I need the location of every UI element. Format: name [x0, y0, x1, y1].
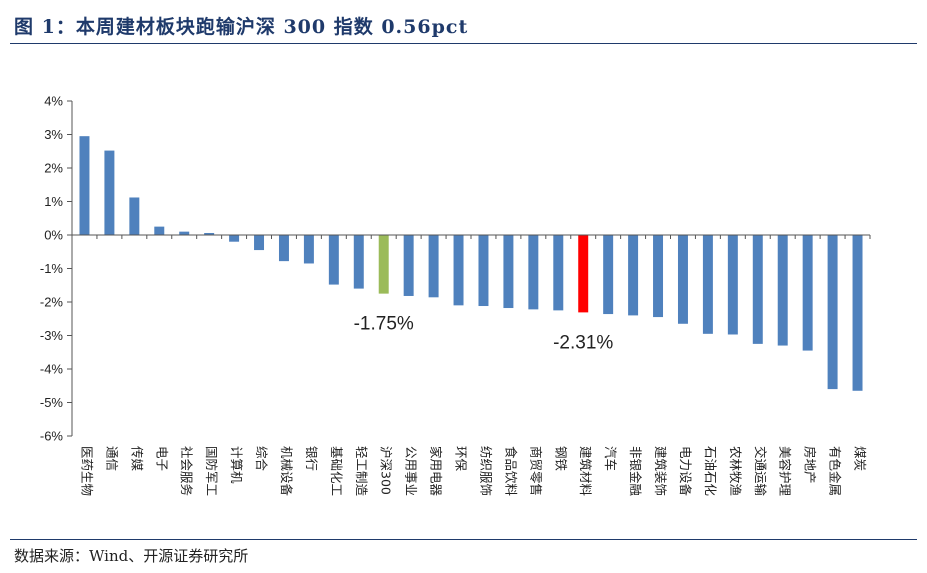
- bar-煤炭: [852, 235, 863, 391]
- x-tick-label: 建筑装饰: [653, 446, 668, 496]
- x-tick-label: 有色金属: [828, 446, 843, 496]
- x-tick-label: 交通运输: [753, 446, 768, 497]
- y-tick-label: -6%: [40, 429, 64, 444]
- bar-轻工制造: [353, 235, 364, 289]
- bar-房地产: [802, 235, 813, 351]
- x-tick-label: 商贸零售: [528, 446, 543, 496]
- x-tick-label: 基础化工: [329, 446, 344, 496]
- bar-农林牧渔: [727, 235, 738, 335]
- bar-基础化工: [328, 235, 339, 285]
- bar-石油石化: [702, 235, 713, 334]
- y-tick-label: 0%: [44, 228, 63, 243]
- bar-食品饮料: [503, 235, 514, 309]
- x-tick-label: 食品饮料: [503, 446, 518, 497]
- y-tick-label: 3%: [44, 127, 63, 142]
- x-tick-label: 传媒: [129, 446, 144, 472]
- bar-家用电器: [428, 235, 439, 298]
- bar-机械设备: [278, 235, 289, 262]
- y-tick-label: -2%: [40, 295, 64, 310]
- bar-电子: [154, 226, 165, 235]
- bar-交通运输: [752, 235, 763, 344]
- x-tick-label: 电力设备: [678, 446, 693, 497]
- x-tick-label: 非银金融: [628, 446, 643, 497]
- data-label: -2.31%: [553, 332, 613, 353]
- bar-通信: [104, 150, 115, 235]
- x-tick-label: 农林牧渔: [728, 446, 743, 496]
- bar-国防军工: [204, 232, 215, 235]
- y-tick-label: -3%: [40, 328, 64, 343]
- x-tick-label: 公用事业: [404, 446, 419, 496]
- y-tick-label: -4%: [40, 362, 64, 377]
- x-tick-label: 银行: [304, 446, 319, 471]
- bar-series: [79, 136, 863, 391]
- bar-医药生物: [79, 136, 90, 235]
- y-tick-label: 4%: [44, 94, 63, 109]
- x-tick-label: 国防军工: [204, 446, 219, 496]
- y-tick-label: 1%: [44, 194, 63, 209]
- bar-沪深300: [378, 235, 389, 294]
- bar-汽车: [603, 235, 614, 315]
- bar-有色金属: [827, 235, 838, 390]
- x-tick-label: 美容护理: [778, 446, 793, 497]
- x-tick-label: 综合: [254, 446, 269, 472]
- bar-商贸零售: [528, 235, 539, 310]
- x-tick-label: 家用电器: [429, 446, 444, 497]
- x-tick-label: 医药生物: [79, 446, 94, 496]
- x-tick-label: 钢铁: [553, 446, 568, 472]
- x-axis: 医药生物 通信 传媒 电子 社会服务 国防军工 计算机 综合 机械设备 银行 基础化工 轻工制造 沪深3…: [71, 234, 871, 497]
- bar-社会服务: [179, 231, 190, 235]
- bar-电力设备: [677, 235, 688, 324]
- y-tick-label: -5%: [40, 395, 64, 410]
- x-tick-label: 纺织服饰: [478, 446, 493, 496]
- bar-非银金融: [628, 235, 639, 316]
- x-tick-label: 轻工制造: [354, 446, 369, 497]
- bar-环保: [453, 235, 464, 306]
- bar-银行: [303, 235, 314, 264]
- x-tick-label: 社会服务: [179, 446, 194, 496]
- source-note: 数据来源：Wind、开源证券研究所: [14, 547, 249, 565]
- x-tick-label: 石油石化: [703, 446, 718, 497]
- x-tick-label: 机械设备: [279, 446, 294, 497]
- source-divider: [10, 539, 917, 540]
- data-label: -1.75%: [354, 314, 414, 335]
- x-tick-label: 通信: [104, 446, 119, 471]
- bar-美容护理: [777, 235, 788, 346]
- figure-title: 图 1：本周建材板块跑输沪深 300 指数 0.56pct: [14, 16, 469, 38]
- y-tick-label: 2%: [44, 161, 63, 176]
- annotations: -1.75% -2.31%: [354, 314, 614, 354]
- x-tick-label: 煤炭: [853, 446, 868, 471]
- bar-综合: [254, 235, 265, 251]
- x-tick-label: 建筑材料: [578, 446, 593, 497]
- x-tick-label: 沪深300: [379, 446, 394, 495]
- x-tick-label: 计算机: [229, 446, 244, 484]
- bar-传媒: [129, 197, 140, 235]
- bar-chart: 4% 3% 2% 1% 0% -1% -2% -3% -4% -5% -6% 医药生物 通信 传媒 电子社…: [40, 94, 871, 497]
- bar-建筑材料: [578, 235, 589, 313]
- y-axis: 4% 3% 2% 1% 0% -1% -2% -3% -4% -5% -6%: [40, 94, 73, 444]
- bar-钢铁: [553, 235, 564, 311]
- bar-计算机: [229, 235, 240, 242]
- y-tick-label: -1%: [40, 261, 64, 276]
- bar-纺织服饰: [478, 235, 489, 307]
- bar-建筑装饰: [653, 235, 664, 318]
- x-tick-label: 汽车: [603, 446, 618, 471]
- x-tick-label: 电子: [154, 446, 169, 471]
- title-divider: [10, 43, 917, 44]
- x-tick-label: 环保: [454, 446, 469, 472]
- x-tick-label: 房地产: [803, 446, 818, 484]
- bar-公用事业: [403, 235, 414, 296]
